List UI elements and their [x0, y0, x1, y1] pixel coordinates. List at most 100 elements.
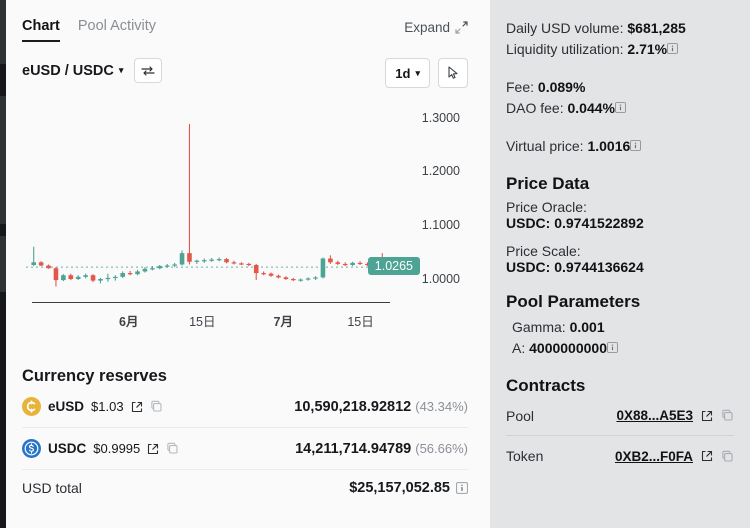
usd-total-value-group: $25,157,052.85 — [349, 480, 468, 496]
gamma-label: Gamma: — [512, 319, 566, 335]
usd-total-label: USD total — [22, 480, 82, 496]
x-axis-tick: 15日 — [347, 315, 374, 329]
daily-volume-row: Daily USD volume: $681,285 — [506, 18, 734, 39]
usd-total-row: USD total $25,157,052.85 — [22, 470, 468, 506]
a-parameter-value: 4000000000 — [529, 340, 607, 356]
virtual-price-label: Virtual price: — [506, 138, 584, 154]
pool-parameters-heading: Pool Parameters — [506, 292, 641, 311]
price-oracle-label: Price Oracle: — [506, 199, 587, 215]
x-axis-tick: 7月 — [273, 315, 293, 329]
usd-total-value: $25,157,052.85 — [349, 480, 450, 496]
chart-toolbar: 1d ▾ — [385, 58, 468, 88]
price-chart[interactable]: 1.3000 1.2000 1.1000 1.0000 1.0265 6月 15… — [22, 97, 468, 365]
copy-icon[interactable] — [166, 442, 179, 455]
x-axis-tick: 15日 — [189, 315, 216, 329]
copy-icon[interactable] — [721, 450, 734, 463]
eusd-token-icon — [22, 397, 41, 416]
chevron-down-icon: ▾ — [118, 65, 124, 75]
contract-row-pool: Pool 0X88...A5E3 — [506, 396, 734, 436]
tab-chart[interactable]: Chart — [22, 18, 60, 42]
reserve-amount-value: 10,590,218.92812 — [294, 398, 412, 415]
a-parameter-row: A: 4000000000 — [506, 338, 734, 359]
token-symbol: USDC — [48, 441, 87, 456]
y-axis-tick: 1.0000 — [421, 272, 460, 287]
y-axis-tick: 1.2000 — [421, 164, 460, 179]
external-link-icon[interactable] — [701, 450, 713, 462]
expand-label: Expand — [404, 20, 450, 35]
tab-pool-activity[interactable]: Pool Activity — [77, 18, 157, 34]
swap-pair-button[interactable] — [134, 58, 163, 83]
contract-row-token: Token 0XB2...F0FA — [506, 436, 734, 476]
interval-selector[interactable]: 1d ▾ — [385, 58, 430, 88]
dao-fee-value: 0.044% — [567, 100, 615, 116]
daily-volume-value: $681,285 — [627, 20, 686, 36]
contract-address[interactable]: 0XB2...F0FA — [614, 448, 693, 464]
screen-edge-strip — [0, 0, 6, 528]
fee-value: 0.089% — [537, 79, 586, 95]
liquidity-utilization-row: Liquidity utilization: 2.71% — [506, 39, 734, 60]
external-link-icon[interactable] — [147, 443, 159, 455]
price-data-heading: Price Data — [506, 174, 590, 193]
info-icon[interactable] — [615, 102, 626, 113]
current-price-badge: 1.0265 — [367, 256, 420, 275]
contracts-heading: Contracts — [506, 376, 586, 395]
pair-toolbar: eUSD / USDC ▾ 1d ▾ — [22, 58, 468, 88]
reserve-row-eusd: eUSD $1.03 10,590,218.92812 (4 — [22, 386, 468, 428]
info-icon[interactable] — [667, 43, 679, 54]
pool-stats-panel: Daily USD volume: $681,285 Liquidity uti… — [490, 0, 750, 528]
reserve-amount: 14,211,714.94789 (56.66%) — [295, 441, 468, 457]
gamma-value: 0.001 — [569, 319, 605, 335]
price-oracle-value: USDC: 0.9741522892 — [506, 215, 644, 231]
fee-row: Fee: 0.089% — [506, 77, 734, 98]
a-parameter-label: A: — [512, 340, 526, 356]
chevron-down-icon: ▾ — [415, 67, 420, 78]
fee-label: Fee: — [506, 79, 535, 95]
reserve-percent: (43.34%) — [415, 398, 468, 414]
token-symbol: eUSD — [48, 399, 85, 414]
daily-volume-label: Daily USD volume: — [506, 20, 624, 36]
reserve-row-usdc: USDC $0.9995 14,211,714.94789 — [22, 428, 468, 470]
price-scale-value: USDC: 0.9744136624 — [506, 259, 644, 275]
candlestick-plot — [26, 123, 388, 287]
external-link-icon[interactable] — [131, 401, 143, 413]
dao-fee-row: DAO fee: 0.044% — [506, 98, 734, 119]
reserve-percent: (56.66%) — [415, 440, 468, 456]
cursor-tool-button[interactable] — [438, 58, 468, 88]
info-icon[interactable] — [456, 482, 468, 494]
price-scale-label: Price Scale: — [506, 243, 581, 259]
currency-reserves-title: Currency reserves — [22, 367, 167, 385]
reserve-amount-value: 14,211,714.94789 — [295, 440, 412, 457]
x-axis-tick: 6月 — [118, 315, 139, 329]
gamma-row: Gamma: 0.001 — [506, 317, 734, 338]
liquidity-utilization-value: 2.71% — [627, 41, 668, 57]
x-axis-labels: 6月 15日 7月 15日 — [22, 311, 390, 331]
usdc-token-icon — [22, 439, 41, 458]
y-axis-tick: 1.3000 — [421, 110, 460, 125]
copy-icon[interactable] — [721, 409, 734, 422]
y-axis-labels: 1.3000 1.2000 1.1000 1.0000 1.0265 — [367, 97, 466, 327]
liquidity-utilization-label: Liquidity utilization: — [506, 41, 624, 57]
dao-fee-label: DAO fee: — [506, 100, 564, 116]
pair-label: eUSD / USDC — [22, 62, 114, 79]
info-icon[interactable] — [607, 342, 618, 353]
y-axis-tick: 1.1000 — [421, 218, 460, 233]
virtual-price-row: Virtual price: 1.0016 — [506, 136, 734, 157]
contract-label: Pool — [506, 407, 535, 424]
copy-icon[interactable] — [150, 400, 163, 413]
contract-address[interactable]: 0X88...A5E3 — [616, 408, 693, 423]
expand-button[interactable]: Expand — [404, 20, 468, 35]
panel-tabs: Chart Pool Activity — [22, 0, 468, 42]
info-icon[interactable] — [630, 140, 642, 151]
external-link-icon[interactable] — [701, 410, 713, 422]
pair-selector[interactable]: eUSD / USDC ▾ — [22, 63, 123, 79]
reserve-amount: 10,590,218.92812 (43.34%) — [294, 399, 468, 415]
token-price: $1.03 — [91, 399, 124, 414]
expand-diagonal-icon — [455, 21, 468, 34]
cursor-pointer-icon — [447, 66, 460, 80]
x-axis-line — [32, 302, 390, 303]
contract-label: Token — [506, 448, 544, 464]
virtual-price-value: 1.0016 — [587, 138, 631, 154]
chart-panel: Chart Pool Activity Expand eUSD / USDC ▾ — [22, 0, 468, 506]
token-price: $0.9995 — [93, 441, 141, 456]
